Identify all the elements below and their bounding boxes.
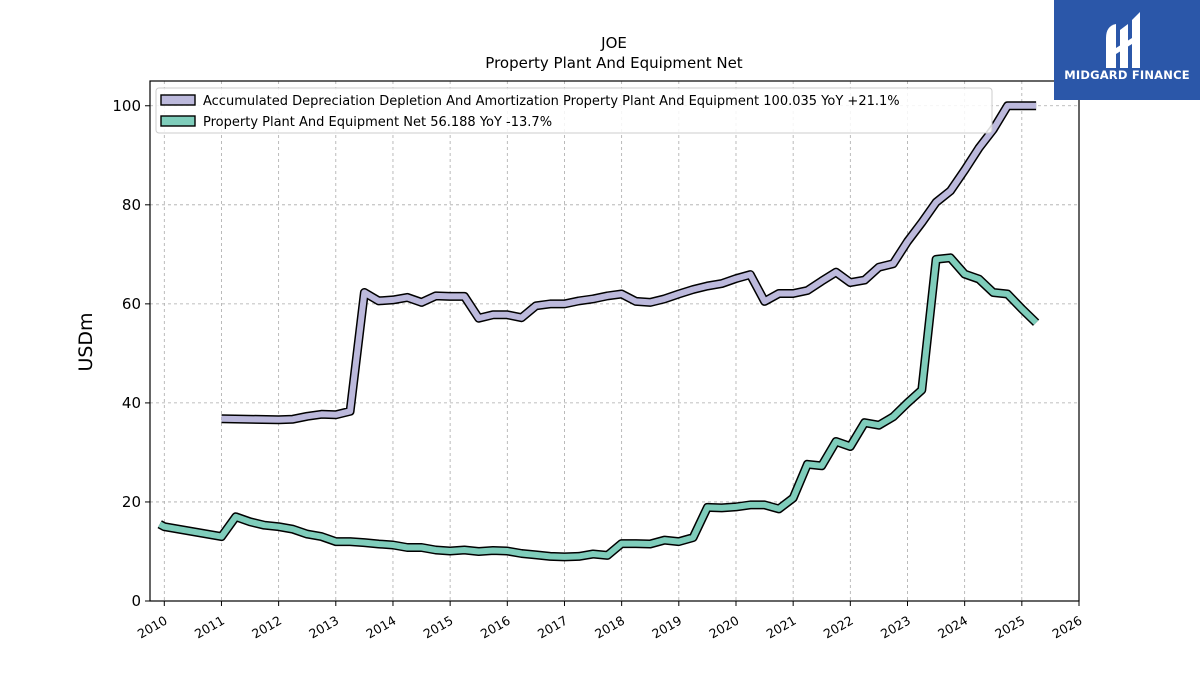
- legend: Accumulated Depreciation Depletion And A…: [155, 87, 993, 134]
- y-tick-label: 60: [122, 295, 141, 313]
- x-tick-label: 2016: [478, 613, 513, 642]
- x-tick-label: 2026: [1049, 613, 1084, 642]
- y-tick-label: 100: [112, 97, 141, 115]
- series-line-ppe-net: [158, 254, 1039, 560]
- brand-logo: MIDGARD FINANCE: [1054, 0, 1200, 100]
- y-axis: 0 20 40 60 80 100: [112, 97, 150, 610]
- y-tick-label: 20: [122, 493, 141, 511]
- legend-label-ppe-net: Property Plant And Equipment Net 56.188 …: [203, 115, 552, 130]
- series-outline-accumulated-depreciation: [221, 101, 1037, 425]
- brand-name: MIDGARD FINANCE: [1064, 68, 1190, 82]
- x-axis: 2010 2011 2012 2013 2014 2015 2016 2017 2018 2019…: [135, 601, 1085, 642]
- legend-box: [155, 87, 993, 134]
- legend-label-accumulated-depreciation: Accumulated Depreciation Depletion And A…: [203, 94, 900, 109]
- x-tick-label: 2024: [935, 613, 970, 642]
- series-group: [157, 101, 1040, 562]
- plot-frame: [149, 80, 1080, 602]
- x-tick-label: 2014: [363, 613, 398, 642]
- x-tick-label: 2023: [878, 613, 913, 642]
- x-tick-label: 2025: [992, 613, 1027, 642]
- legend-swatch-ppe-net: [160, 115, 196, 127]
- x-tick-label: 2012: [249, 613, 284, 642]
- chart-title: JOE: [600, 34, 627, 52]
- y-tick-label: 0: [131, 592, 141, 610]
- x-tick-label: 2015: [421, 613, 456, 642]
- x-tick-label: 2010: [135, 613, 170, 642]
- series-line-accumulated-depreciation: [221, 102, 1037, 423]
- y-axis-label: USDm: [75, 312, 97, 371]
- x-tick-label: 2020: [706, 613, 741, 642]
- chart-subtitle: Property Plant And Equipment Net: [485, 54, 742, 72]
- x-tick-label: 2018: [592, 613, 627, 642]
- x-tick-label: 2017: [535, 613, 570, 642]
- grid: [150, 81, 1080, 602]
- y-tick-label: 80: [122, 196, 141, 214]
- x-tick-label: 2011: [192, 613, 227, 642]
- x-tick-label: 2021: [764, 613, 799, 642]
- legend-swatch-accumulated-depreciation: [160, 94, 196, 106]
- x-tick-label: 2013: [306, 613, 341, 642]
- midgard-logo-icon: [1106, 12, 1140, 68]
- x-tick-label: 2022: [821, 613, 856, 642]
- y-tick-label: 40: [122, 394, 141, 412]
- x-tick-label: 2019: [649, 613, 684, 642]
